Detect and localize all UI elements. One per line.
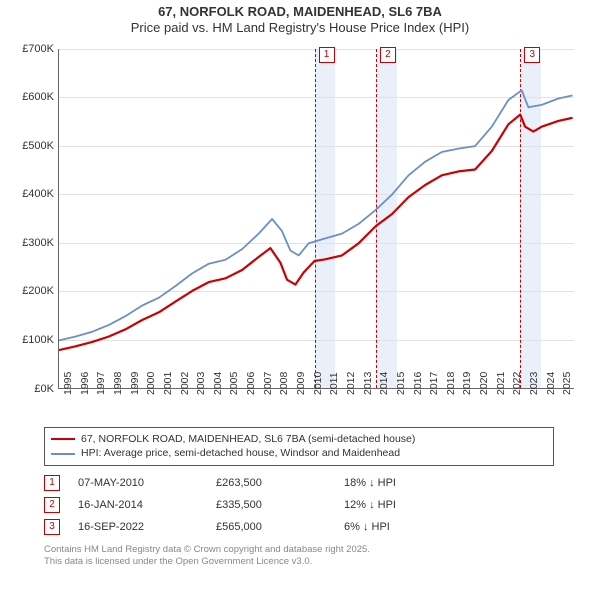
footnote: Contains HM Land Registry data © Crown c…	[44, 544, 554, 569]
events-row: 2 16-JAN-2014 £335,500 12% ↓ HPI	[44, 494, 554, 516]
y-tick-label: £100K	[22, 334, 54, 346]
series-line-hpi	[59, 90, 572, 340]
event-marker-box: 3	[524, 47, 540, 63]
events-table: 1 07-MAY-2010 £263,500 18% ↓ HPI 2 16-JAN-201…	[44, 472, 554, 538]
event-number-box: 2	[44, 497, 60, 513]
footnote-line1: Contains HM Land Registry data © Crown c…	[44, 544, 554, 556]
event-price: £335,500	[216, 499, 326, 511]
event-marker-box: 2	[380, 47, 396, 63]
footnote-line2: This data is licensed under the Open Gov…	[44, 556, 554, 568]
y-tick-label: £700K	[22, 43, 54, 55]
series-line-price_paid	[59, 114, 572, 350]
legend-swatch-hpi	[51, 453, 75, 455]
event-delta: 18% ↓ HPI	[344, 477, 464, 489]
event-date: 16-SEP-2022	[78, 521, 198, 533]
event-number-box: 1	[44, 475, 60, 491]
event-marker-box: 1	[319, 47, 335, 63]
event-price: £565,000	[216, 521, 326, 533]
y-tick-label: £400K	[22, 188, 54, 200]
events-row: 3 16-SEP-2022 £565,000 6% ↓ HPI	[44, 516, 554, 538]
y-tick-label: £300K	[22, 237, 54, 249]
chart-title-line1: 67, NORFOLK ROAD, MAIDENHEAD, SL6 7BA	[0, 4, 600, 20]
event-delta: 6% ↓ HPI	[344, 521, 464, 533]
event-date: 16-JAN-2014	[78, 499, 198, 511]
event-date: 07-MAY-2010	[78, 477, 198, 489]
legend-row: HPI: Average price, semi-detached house,…	[51, 446, 547, 461]
chart-title-block: 67, NORFOLK ROAD, MAIDENHEAD, SL6 7BA Pr…	[0, 0, 600, 37]
events-row: 1 07-MAY-2010 £263,500 18% ↓ HPI	[44, 472, 554, 494]
legend-swatch-price-paid	[51, 438, 75, 440]
y-tick-label: £600K	[22, 91, 54, 103]
legend: 67, NORFOLK ROAD, MAIDENHEAD, SL6 7BA (s…	[44, 427, 554, 466]
y-tick-label: £500K	[22, 140, 54, 152]
series-svg	[59, 49, 575, 389]
event-price: £263,500	[216, 477, 326, 489]
y-tick-label: £200K	[22, 285, 54, 297]
y-tick-label: £0K	[34, 383, 54, 395]
event-number-box: 3	[44, 519, 60, 535]
event-delta: 12% ↓ HPI	[344, 499, 464, 511]
legend-label-hpi: HPI: Average price, semi-detached house,…	[81, 446, 400, 461]
chart-title-line2: Price paid vs. HM Land Registry's House …	[0, 20, 600, 36]
chart-container: 1 2 3 £0K £100K £200K £300K £400K £500K £600K £70…	[20, 43, 580, 423]
plot-area: 1 2 3	[58, 49, 574, 389]
legend-label-price-paid: 67, NORFOLK ROAD, MAIDENHEAD, SL6 7BA (s…	[81, 432, 415, 447]
legend-row: 67, NORFOLK ROAD, MAIDENHEAD, SL6 7BA (s…	[51, 432, 547, 447]
